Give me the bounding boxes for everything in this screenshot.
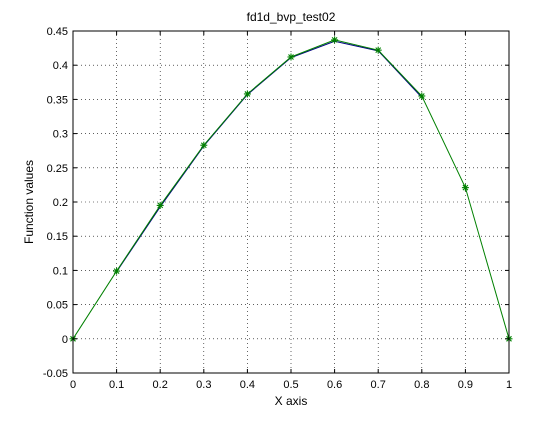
x-tick-label: 0.8 [414,379,429,391]
y-tick-label: 0.45 [47,26,68,38]
data-point [200,141,208,149]
y-tick-label: 0.1 [53,265,68,277]
data-point [243,90,251,98]
x-tick-label: 0.1 [109,379,124,391]
plot-area [73,31,509,373]
y-tick-label: 0.05 [47,300,68,312]
x-tick-label: 0 [70,379,76,391]
x-tick-label: 0.3 [196,379,211,391]
x-axis-label: X axis [275,394,308,408]
y-tick-label: 0.2 [53,197,68,209]
y-tick-label: 0 [62,334,68,346]
y-tick-label: 0.25 [47,163,68,175]
data-point [156,201,164,209]
y-tick-label: 0.35 [47,94,68,106]
series-layer [69,36,513,343]
x-tick-label: 0.6 [327,379,342,391]
series-line [116,40,423,273]
data-point [461,184,469,192]
y-tick-label: 0.3 [53,129,68,141]
x-tick-label: 0.2 [153,379,168,391]
x-tick-label: 0.4 [240,379,255,391]
y-axis-label: Function values [22,160,36,244]
x-tick-label: 0.7 [371,379,386,391]
y-tick-label: -0.05 [43,368,68,380]
y-tick-label: 0.4 [53,60,68,72]
data-point [374,46,382,54]
x-tick-label: 1 [506,379,512,391]
data-point [418,92,426,100]
x-tick-label: 0.9 [458,379,473,391]
x-tick-label: 0.5 [283,379,298,391]
data-point [287,53,295,61]
ticks: 0 0.1 0.2 0.3 0.4 0.5 0.6 0.7 0.8 0.9 1-0.0500.050… [43,26,512,391]
y-tick-label: 0.15 [47,231,68,243]
chart-title: fd1d_bvp_test02 [247,10,336,24]
data-point [331,36,339,44]
data-point [113,267,121,275]
grid [73,31,509,373]
